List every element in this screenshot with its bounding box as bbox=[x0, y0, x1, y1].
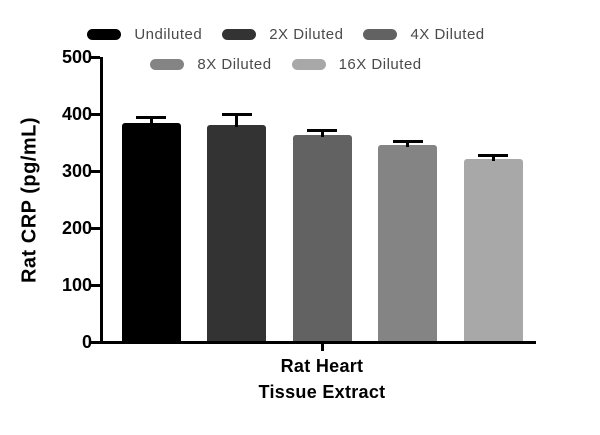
y-tick-label: 0 bbox=[81, 332, 92, 352]
x-axis-line bbox=[100, 340, 536, 344]
y-tick-label: 500 bbox=[61, 47, 92, 67]
bar-2x-diluted bbox=[207, 124, 266, 342]
y-axis-line bbox=[100, 57, 103, 344]
legend-swatch-icon bbox=[222, 28, 257, 40]
error-bar-cap bbox=[221, 112, 252, 116]
legend-label: 8X Diluted bbox=[197, 55, 272, 73]
error-bar-cap bbox=[478, 154, 508, 158]
y-tick-label: 300 bbox=[61, 161, 92, 181]
y-tick bbox=[91, 112, 100, 116]
error-bar-stem bbox=[491, 157, 495, 162]
bar-16x-diluted bbox=[463, 159, 523, 342]
error-bar-stem bbox=[235, 115, 238, 127]
y-tick bbox=[91, 226, 100, 230]
x-axis-label: Rat Heart Tissue Extract bbox=[242, 353, 402, 405]
x-axis-label-line-1: Rat Heart bbox=[280, 356, 364, 376]
legend-label: 4X Diluted bbox=[410, 25, 485, 43]
y-tick bbox=[91, 55, 100, 59]
bar-undiluted bbox=[121, 122, 181, 342]
legend-item-8x-diluted: 8X Diluted bbox=[150, 56, 271, 73]
x-tick bbox=[320, 343, 324, 351]
error-bar-stem bbox=[149, 119, 153, 125]
y-tick-label: 400 bbox=[61, 104, 92, 124]
legend-swatch-icon bbox=[150, 58, 185, 70]
y-tick-label: 200 bbox=[61, 218, 92, 238]
legend-item-2x-diluted: 2X Diluted bbox=[222, 26, 343, 43]
legend-label: 16X Diluted bbox=[338, 55, 422, 73]
x-axis-label-line-2: Tissue Extract bbox=[258, 382, 386, 402]
legend-label: 2X Diluted bbox=[269, 25, 344, 43]
legend-item-16x-diluted: 16X Diluted bbox=[291, 55, 422, 73]
y-tick bbox=[91, 283, 100, 287]
bar-8x-diluted bbox=[378, 144, 437, 342]
legend-label: Undiluted bbox=[134, 25, 203, 43]
legend: Undiluted 2X Diluted 4X Diluted 8X Diluted 1… bbox=[0, 24, 572, 74]
y-tick-label: 100 bbox=[61, 275, 92, 295]
bar-4x-diluted bbox=[292, 134, 352, 342]
legend-item-4x-diluted: 4X Diluted bbox=[363, 26, 484, 43]
error-bar-cap bbox=[136, 116, 166, 120]
y-tick bbox=[91, 340, 100, 344]
legend-row-1: Undiluted 2X Diluted 4X Diluted bbox=[87, 24, 484, 44]
legend-row-2: 8X Diluted 16X Diluted bbox=[150, 54, 421, 74]
legend-swatch-icon bbox=[291, 58, 326, 70]
error-bar-cap bbox=[392, 140, 423, 144]
error-bar-stem bbox=[406, 143, 409, 147]
error-bar-cap bbox=[307, 128, 337, 132]
legend-swatch-icon bbox=[363, 28, 398, 40]
legend-swatch-icon bbox=[87, 28, 122, 40]
legend-item-undiluted: Undiluted bbox=[87, 26, 202, 43]
error-bar-stem bbox=[320, 131, 324, 137]
y-tick bbox=[91, 169, 100, 173]
